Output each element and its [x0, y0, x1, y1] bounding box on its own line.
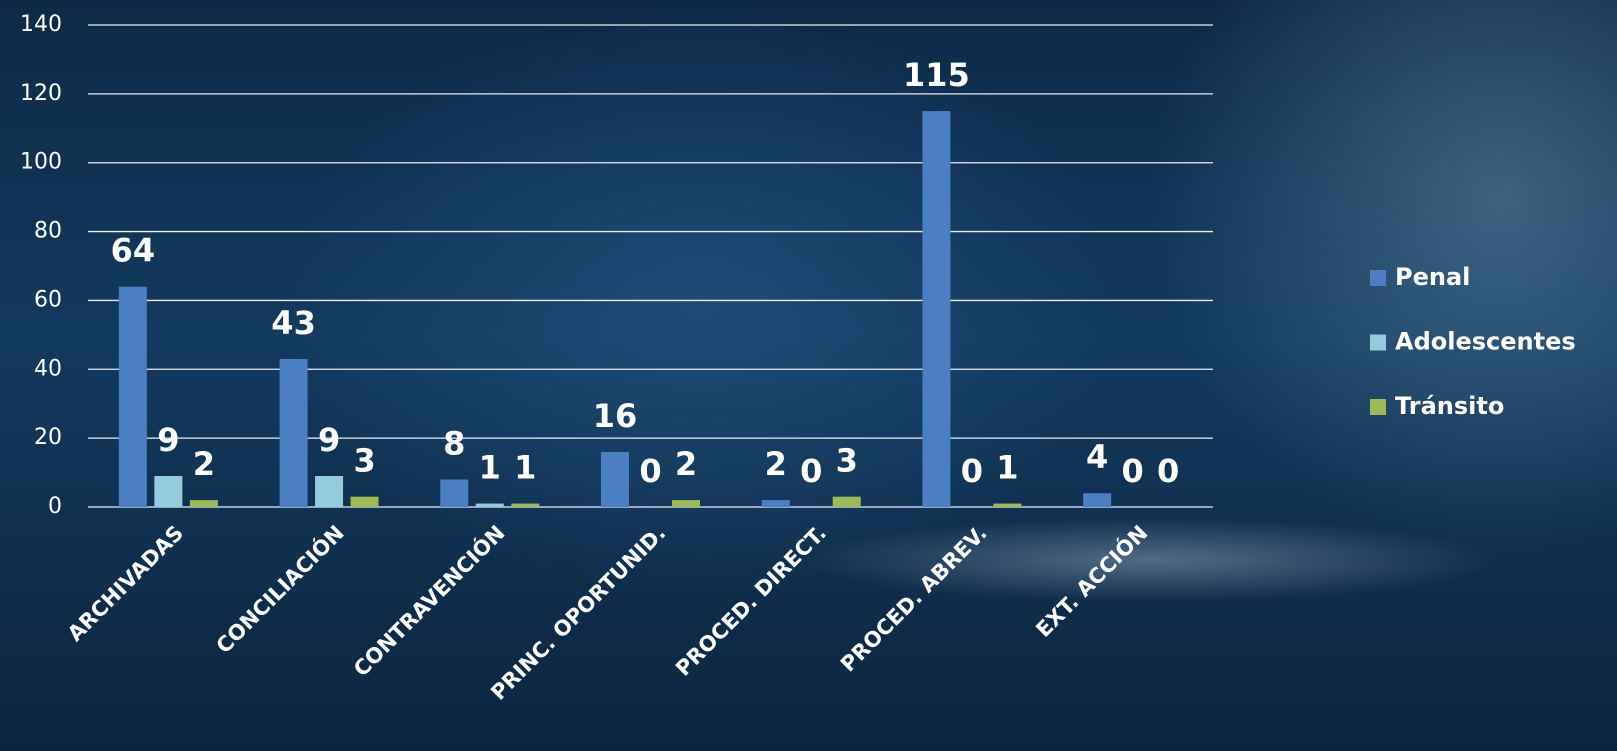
bar: [440, 479, 469, 507]
bar: [993, 503, 1022, 507]
y-tick-label: 40: [34, 356, 62, 381]
value-label: 64: [111, 232, 156, 270]
bar: [601, 451, 629, 507]
value-label: 16: [593, 397, 638, 435]
bar: [475, 503, 504, 507]
value-label: 4: [1086, 438, 1108, 476]
value-label: 0: [639, 452, 661, 490]
y-tick-label: 140: [20, 12, 62, 37]
legend-swatch: [1370, 334, 1386, 351]
value-label: 8: [443, 424, 465, 462]
value-label: 0: [800, 452, 822, 490]
bar: [189, 500, 218, 507]
value-label: 0: [1157, 452, 1179, 490]
bar: [1083, 493, 1112, 507]
value-label: 3: [353, 442, 375, 480]
legend-label: Tránsito: [1395, 392, 1504, 420]
legend-label: Penal: [1395, 263, 1470, 291]
bar: [832, 496, 861, 507]
bar: [154, 476, 183, 507]
value-label: 0: [961, 452, 983, 490]
bar: [350, 496, 379, 507]
value-label: 2: [765, 445, 787, 483]
value-label: 9: [157, 421, 179, 459]
y-tick-label: 20: [34, 425, 62, 450]
x-tick-label: PRINC. OPORTUNID.: [486, 521, 670, 705]
bar: [279, 358, 308, 507]
x-tick-label: PROCED. ABREV.: [836, 521, 992, 677]
value-label: 1: [479, 449, 501, 487]
value-label: 2: [193, 445, 215, 483]
bar: [511, 503, 540, 507]
value-label: 3: [836, 442, 858, 480]
bar: [761, 500, 790, 507]
legend-swatch: [1370, 270, 1386, 286]
value-label: 43: [271, 304, 316, 342]
y-tick-label: 120: [20, 81, 62, 106]
value-label: 2: [675, 445, 697, 483]
legend-swatch: [1370, 399, 1386, 415]
y-tick-label: 0: [48, 494, 62, 519]
x-tick-label: ARCHIVADAS: [63, 521, 188, 646]
y-tick-label: 60: [34, 287, 62, 312]
legend-label: Adolescentes: [1395, 328, 1576, 356]
value-label: 1: [514, 449, 536, 487]
bar: [672, 500, 700, 507]
y-tick-label: 100: [20, 150, 62, 175]
value-label: 115: [903, 56, 970, 94]
x-tick-label: CONCILIACIÓN: [211, 520, 349, 658]
x-tick-label: EXT. ACCIÓN: [1031, 520, 1153, 642]
bar: [922, 111, 951, 508]
value-label: 9: [318, 421, 340, 459]
x-tick-label: CONTRAVENCIÓN: [348, 520, 509, 681]
y-tick-label: 80: [34, 219, 62, 244]
x-tick-label: PROCED. DIRECT.: [671, 521, 831, 681]
bar: [118, 286, 147, 507]
value-label: 1: [996, 449, 1018, 487]
value-label: 0: [1122, 452, 1144, 490]
bar: [315, 476, 344, 507]
